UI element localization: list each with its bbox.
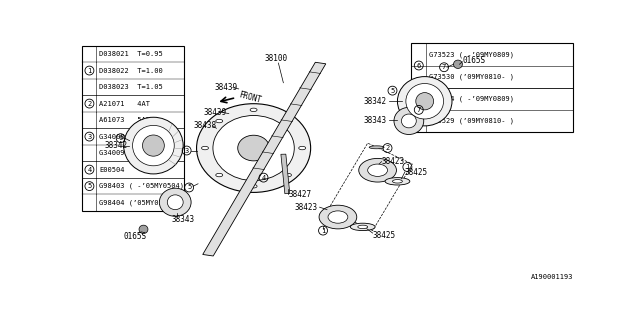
- Bar: [412, 43, 573, 132]
- Ellipse shape: [394, 108, 424, 134]
- Ellipse shape: [139, 225, 148, 234]
- Ellipse shape: [196, 104, 310, 192]
- Ellipse shape: [237, 135, 269, 161]
- Text: G34008  4AT: G34008 4AT: [99, 133, 146, 140]
- Text: G73530 (’09MY0810- ): G73530 (’09MY0810- ): [429, 73, 514, 80]
- Text: 2: 2: [87, 100, 92, 107]
- Text: D038021  T=0.95: D038021 T=0.95: [99, 51, 163, 57]
- Ellipse shape: [285, 173, 291, 177]
- Ellipse shape: [132, 125, 174, 166]
- Text: A190001193: A190001193: [531, 274, 573, 280]
- Text: 4: 4: [261, 175, 266, 180]
- Ellipse shape: [216, 173, 223, 177]
- Text: 0165S: 0165S: [124, 232, 147, 241]
- Text: 38100: 38100: [264, 54, 287, 63]
- Ellipse shape: [143, 135, 164, 156]
- Text: 38438: 38438: [193, 121, 216, 130]
- Text: 38423: 38423: [295, 203, 318, 212]
- Text: 38343: 38343: [172, 215, 195, 224]
- Text: 3: 3: [87, 133, 92, 140]
- Ellipse shape: [392, 180, 403, 183]
- Ellipse shape: [454, 60, 463, 68]
- Ellipse shape: [250, 185, 257, 188]
- Ellipse shape: [167, 195, 183, 210]
- Ellipse shape: [369, 146, 384, 149]
- Ellipse shape: [359, 158, 396, 182]
- Text: 6: 6: [417, 62, 421, 68]
- Ellipse shape: [328, 211, 348, 223]
- Ellipse shape: [250, 108, 257, 112]
- Text: 7: 7: [442, 64, 446, 70]
- Ellipse shape: [319, 205, 356, 229]
- Ellipse shape: [367, 164, 388, 176]
- Text: D038022  T=1.00: D038022 T=1.00: [99, 68, 163, 74]
- Text: 2: 2: [385, 145, 390, 151]
- Text: D038023  T=1.05: D038023 T=1.05: [99, 84, 163, 90]
- Text: E00504: E00504: [99, 167, 125, 172]
- Text: 38423: 38423: [381, 157, 404, 166]
- Text: 0165S: 0165S: [463, 56, 486, 65]
- Text: 38425: 38425: [372, 230, 396, 240]
- Text: 38425: 38425: [405, 168, 428, 177]
- Ellipse shape: [202, 146, 209, 150]
- Ellipse shape: [159, 188, 191, 216]
- Text: FRONT: FRONT: [237, 91, 262, 105]
- Text: 4: 4: [87, 167, 92, 172]
- Text: 38342: 38342: [105, 141, 128, 150]
- Text: G98403 ( -’05MY0504): G98403 ( -’05MY0504): [99, 183, 184, 189]
- Ellipse shape: [397, 76, 452, 126]
- Text: 5: 5: [87, 183, 92, 189]
- Ellipse shape: [285, 119, 291, 123]
- Text: 38342: 38342: [364, 97, 387, 106]
- Text: A21071   4AT: A21071 4AT: [99, 100, 150, 107]
- Text: G34009  5AT: G34009 5AT: [99, 150, 146, 156]
- Polygon shape: [203, 62, 326, 256]
- Ellipse shape: [213, 116, 294, 180]
- Text: G73524 ( -’09MY0809): G73524 ( -’09MY0809): [429, 95, 514, 102]
- Polygon shape: [281, 154, 290, 194]
- Text: 6: 6: [118, 135, 123, 141]
- Text: 5: 5: [187, 184, 191, 190]
- Text: A61073   5AT: A61073 5AT: [99, 117, 150, 123]
- Ellipse shape: [216, 119, 223, 123]
- Ellipse shape: [350, 223, 375, 231]
- Text: 38343: 38343: [364, 116, 387, 125]
- Text: 38427: 38427: [288, 190, 312, 199]
- Text: 7: 7: [417, 107, 421, 113]
- Text: 38439: 38439: [203, 108, 226, 117]
- Ellipse shape: [385, 178, 410, 185]
- Text: 5: 5: [390, 88, 395, 94]
- Text: 1: 1: [405, 164, 410, 170]
- Bar: [83, 46, 184, 211]
- Text: G98404 (’05MY0504- ): G98404 (’05MY0504- ): [99, 199, 184, 206]
- Ellipse shape: [416, 92, 434, 110]
- Ellipse shape: [401, 114, 416, 128]
- Text: 38439: 38439: [215, 83, 238, 92]
- Text: 1: 1: [321, 228, 325, 234]
- Ellipse shape: [358, 225, 367, 228]
- Ellipse shape: [406, 84, 444, 119]
- Text: 3: 3: [184, 148, 189, 154]
- Text: G73529 (’09MY0810- ): G73529 (’09MY0810- ): [429, 118, 514, 124]
- Ellipse shape: [124, 117, 183, 174]
- Ellipse shape: [299, 146, 306, 150]
- Text: 1: 1: [87, 68, 92, 74]
- Text: G73523 ( -’09MY0809): G73523 ( -’09MY0809): [429, 51, 514, 58]
